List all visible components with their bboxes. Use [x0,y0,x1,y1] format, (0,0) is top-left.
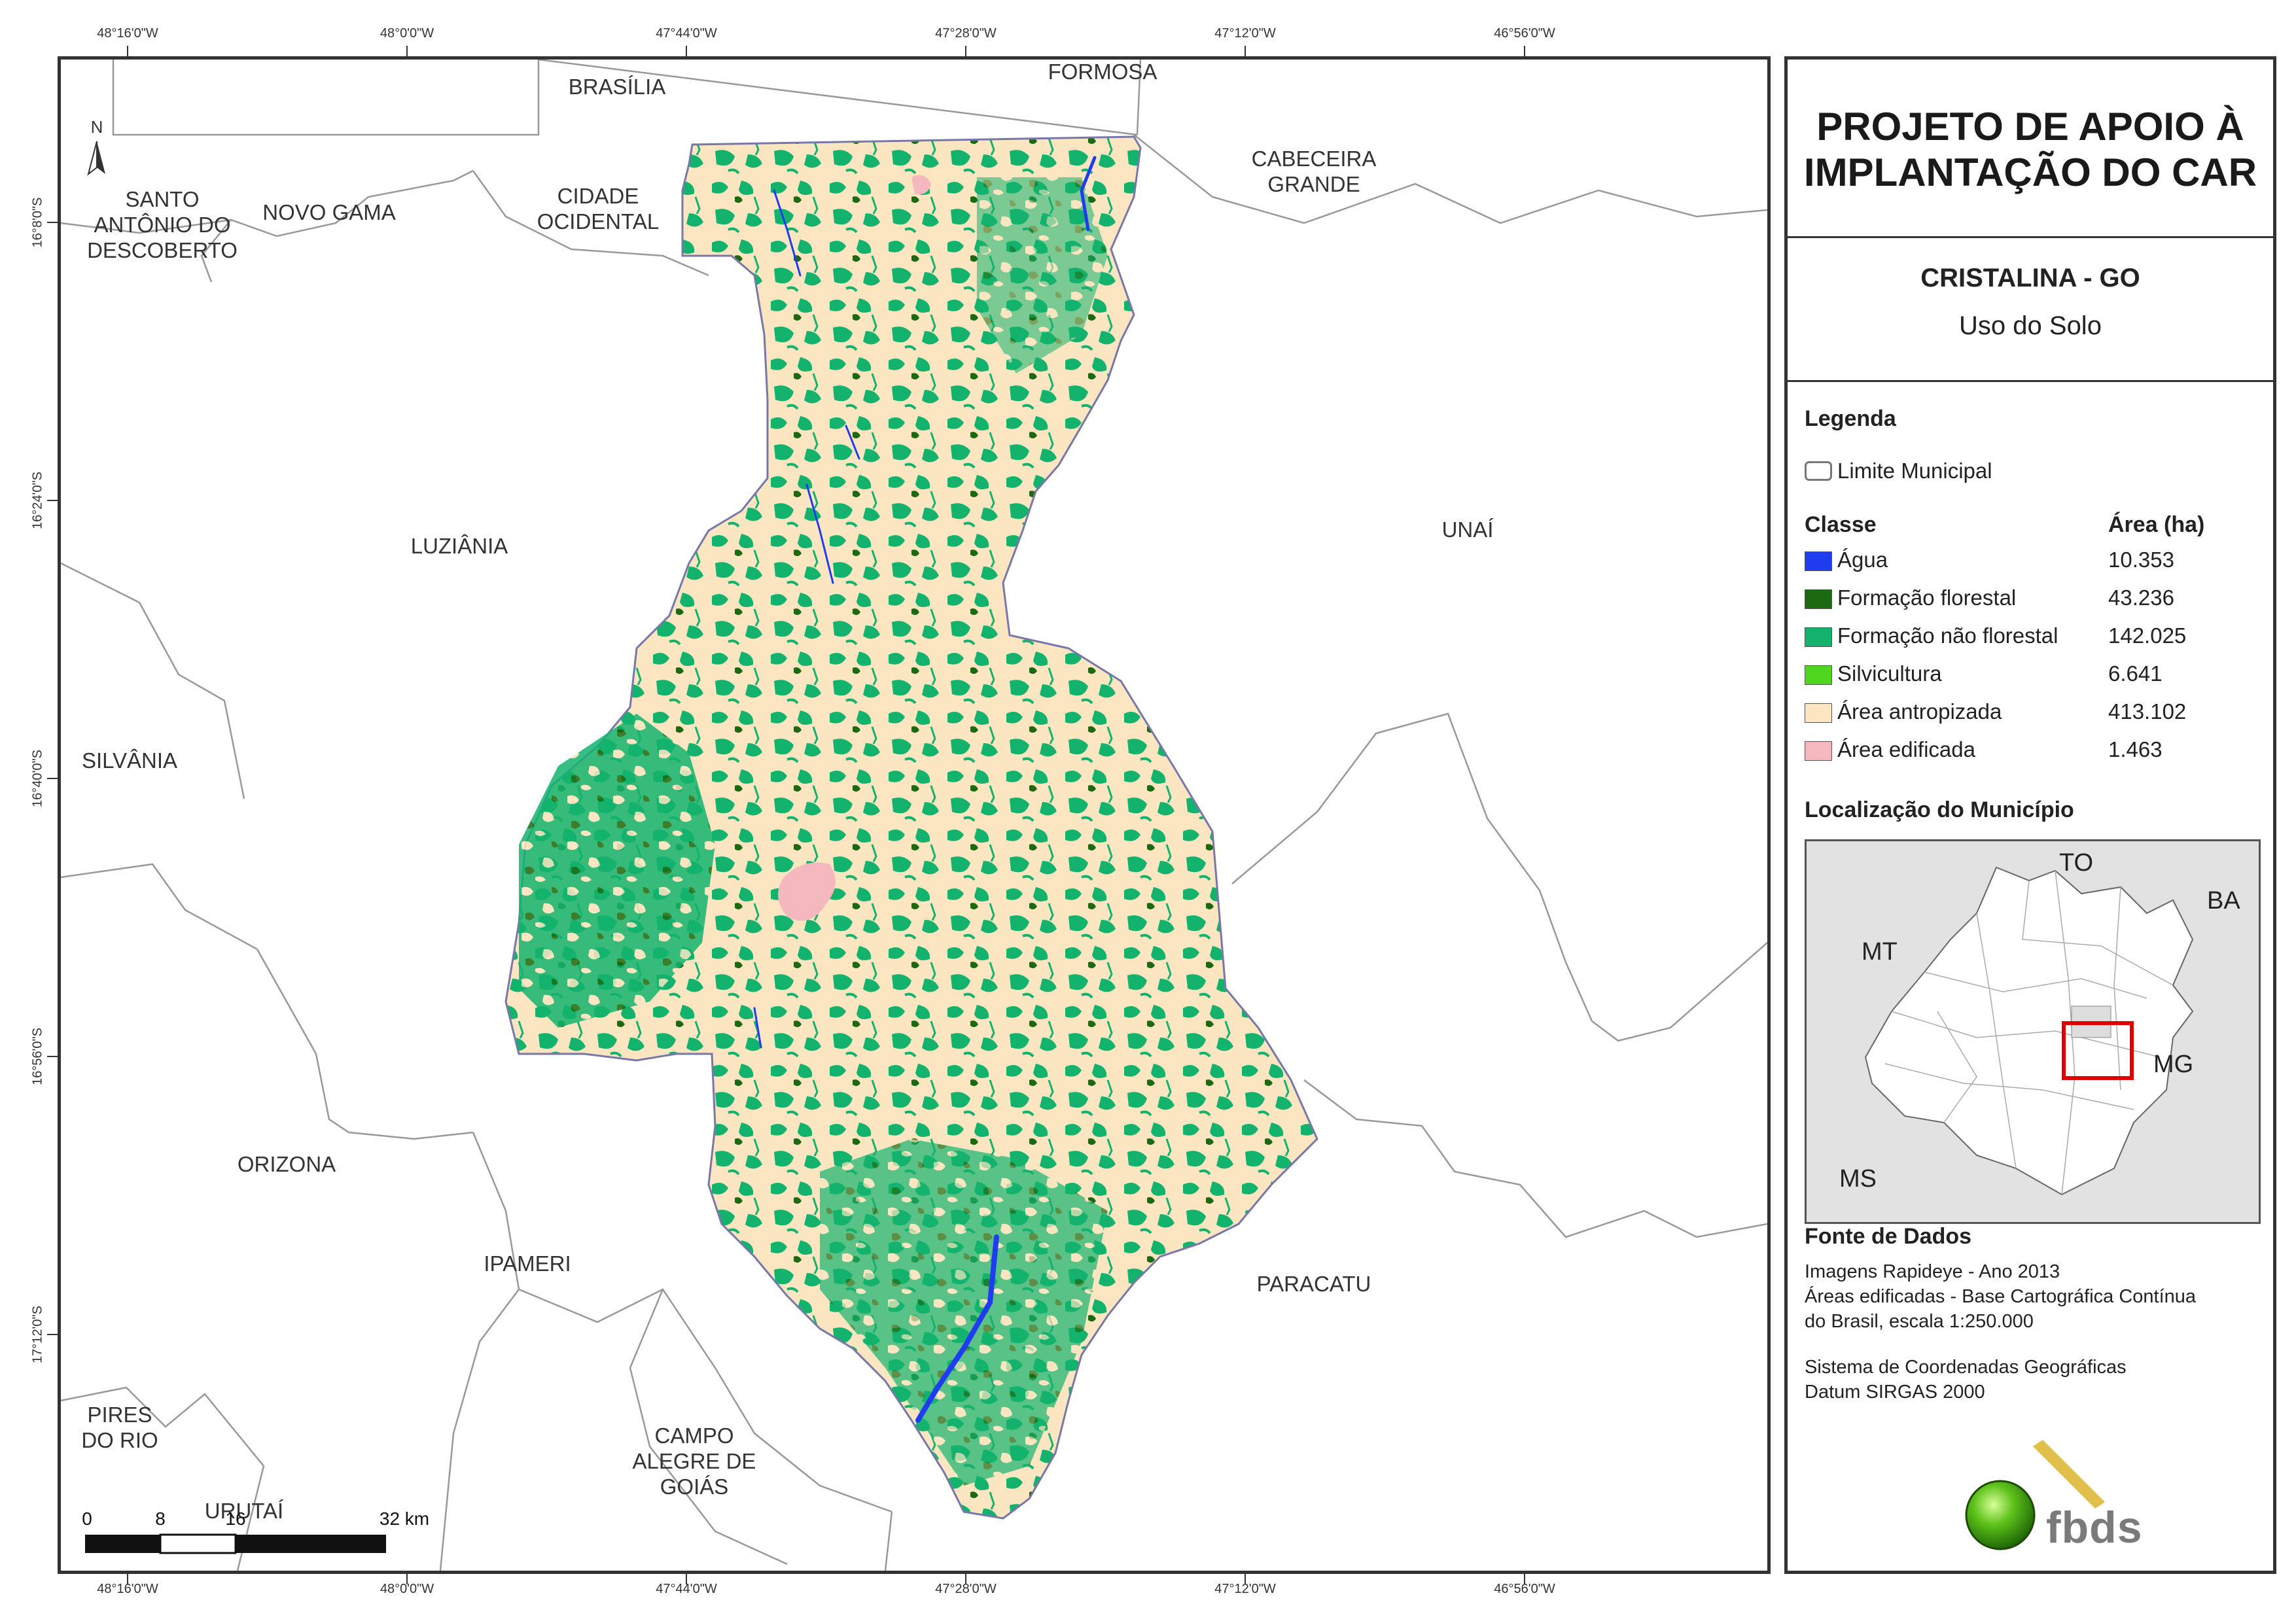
land-use-map[interactable]: N BRASÍLIA FORMOSA SANTO ANTÔNIO DO DESC… [61,60,1767,1571]
lat-label-left: 16°40'0"S [30,750,45,807]
legend-class-label: Silvicultura [1837,661,1942,686]
map-theme: Uso do Solo [1959,311,2102,340]
fbds-logo-text: fbds [2046,1503,2143,1552]
lon-label-bottom: 47°28'0"W [935,1582,997,1596]
project-title: PROJETO DE APOIO À IMPLANTAÇÃO DO CAR [1788,104,2273,196]
label-urutai: URUTAÍ [205,1499,284,1523]
legend-class-area: 142.025 [2108,623,2187,648]
scale-label-8: 8 [155,1509,166,1529]
lon-label-top: 47°28'0"W [935,26,997,41]
limite-swatch [1805,461,1832,481]
legend-panel: PROJETO DE APOIO À IMPLANTAÇÃO DO CAR CR… [1784,56,2276,1574]
legend-class-area: 10.353 [2108,548,2174,572]
lat-label-left: 17°12'0"S [30,1306,45,1363]
sistema-line: Sistema de Coordenadas Geográficas [1805,1357,2127,1378]
lat-label-left: 16°56'0"S [30,1028,45,1085]
localizacao-heading: Localização do Município [1805,797,2074,822]
goias-state-map [1864,866,2194,1196]
highlight-box [2062,1021,2134,1080]
fbds-logo-icon [1965,1440,2105,1550]
lon-label-bottom: 48°16'0"W [97,1582,158,1596]
label-cidade-ocidental-2: OCIDENTAL [537,209,659,234]
rivers [753,156,1097,1423]
label-campo-alegre-1: CAMPO [654,1423,733,1448]
legend-swatch [1805,741,1832,761]
inset-label-ba: BA [2207,887,2240,915]
legend-class-area: 43.236 [2108,585,2174,610]
lat-label-left: 16°24'0"S [30,472,45,529]
lon-label-bottom: 46°56'0"W [1494,1582,1555,1596]
label-formosa: FORMOSA [1048,60,1157,84]
fonte-heading: Fonte de Dados [1805,1224,1972,1249]
lon-label-bottom: 47°44'0"W [656,1582,717,1596]
urban-area [778,862,836,921]
legend-class-area: 6.641 [2108,661,2163,686]
label-campo-alegre-3: GOIÁS [660,1475,729,1499]
inset-label-ms: MS [1839,1165,1877,1193]
fonte-line: Imagens Rapideye - Ano 2013 [1805,1261,2060,1282]
label-cidade-ocidental-1: CIDADE [557,184,639,208]
project-title-line1: PROJETO DE APOIO À [1816,105,2244,148]
lat-label-left: 16°8'0"S [30,197,45,248]
label-pires-do-rio-2: DO RIO [81,1428,158,1452]
scale-label-0: 0 [82,1509,92,1529]
legend-class-label: Água [1837,548,1888,572]
label-campo-alegre-2: ALEGRE DE [633,1449,756,1473]
label-brasilia: BRASÍLIA [569,75,666,99]
fonte-line: do Brasil, escala 1:250.000 [1805,1311,2034,1332]
legend-swatch [1805,665,1832,685]
legend-swatch [1805,703,1832,723]
fonte-line: Áreas edificadas - Base Cartográfica Con… [1805,1286,2197,1307]
north-arrow [87,141,105,176]
cristalina-municipality[interactable] [504,135,1318,1520]
area-heading: Área (ha) [2108,512,2205,537]
label-silvania: SILVÂNIA [82,748,177,773]
inset-label-mg: MG [2153,1051,2194,1078]
lon-label-bottom: 47°12'0"W [1214,1582,1276,1596]
lon-label-top: 46°56'0"W [1494,26,1555,41]
label-cabeceira-grande-2: GRANDE [1267,172,1360,196]
lon-label-top: 48°16'0"W [97,26,158,41]
label-luziania: LUZIÂNIA [411,534,508,558]
classe-heading: Classe [1805,512,1877,537]
fbds-logo: fbds [1945,1440,2143,1552]
municipal-boundaries [61,60,1767,1571]
lon-label-top: 47°44'0"W [656,26,717,41]
inset-label-to: TO [2059,849,2094,877]
legend-swatch [1805,551,1832,571]
label-novo-gama: NOVO GAMA [262,200,396,224]
municipio-name: CRISTALINA - GO [1920,264,2140,292]
legend-class-label: Área edificada [1837,737,1975,761]
inset-label-mt: MT [1862,938,1898,966]
map-frame[interactable]: N BRASÍLIA FORMOSA SANTO ANTÔNIO DO DESC… [58,56,1771,1574]
label-santo-antonio-2: ANTÔNIO DO [94,213,230,237]
label-santo-antonio-3: DESCOBERTO [87,238,238,262]
scale-bar: 0 8 16 32 km [82,1509,429,1554]
label-orizona: ORIZONA [238,1152,336,1176]
north-label: N [91,117,103,137]
lon-label-top: 48°0'0"W [380,26,434,41]
legend-swatch [1805,627,1832,647]
label-ipameri: IPAMERI [484,1251,571,1276]
legend-class-label: Área antropizada [1837,699,2002,724]
label-pires-do-rio-1: PIRES [87,1403,152,1427]
label-unai: UNAÍ [1442,517,1494,542]
lon-label-top: 47°12'0"W [1214,26,1276,41]
scale-label-16: 16 [225,1509,245,1529]
label-cabeceira-grande-1: CABECEIRA [1252,147,1377,171]
legend-class-label: Formação não florestal [1837,623,2058,648]
scale-label-32: 32 km [380,1509,429,1529]
legend-swatch [1805,589,1832,609]
project-title-line2: IMPLANTAÇÃO DO CAR [1803,150,2257,194]
legend-class-area: 413.102 [2108,699,2187,724]
label-paracatu: PARACATU [1257,1272,1371,1296]
legend-heading: Legenda [1805,406,1896,431]
limite-label: Limite Municipal [1837,459,1992,483]
sistema-line: Datum SIRGAS 2000 [1805,1382,1985,1403]
legend-class-area: 1.463 [2108,737,2163,761]
location-inset-map[interactable]: TO BA MT MG MS [1805,839,2261,1224]
lon-label-bottom: 48°0'0"W [380,1582,434,1596]
legend-class-label: Formação florestal [1837,585,2017,610]
label-santo-antonio-1: SANTO [125,187,199,211]
